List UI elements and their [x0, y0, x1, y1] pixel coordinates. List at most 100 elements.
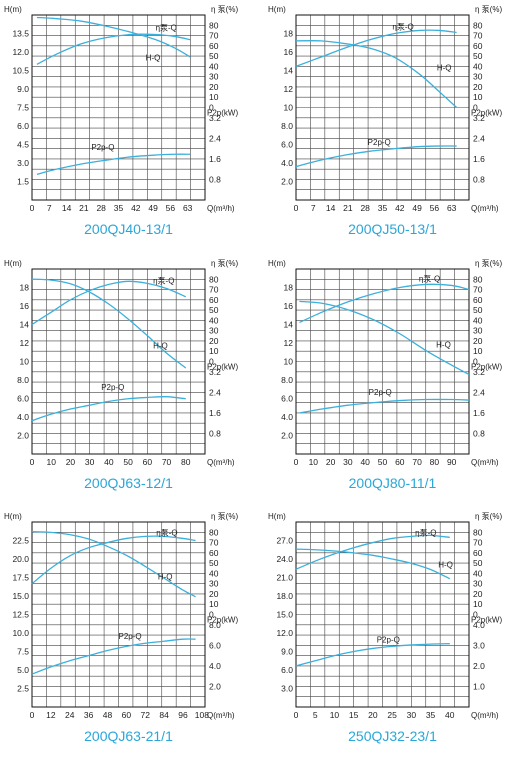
x-axis-label: Q(m³/h) — [207, 711, 235, 720]
y-tick-label-power: 0.8 — [209, 174, 221, 184]
x-tick-label: 10 — [46, 457, 56, 467]
plot-frame — [31, 521, 206, 708]
x-tick-label: 21 — [79, 203, 89, 213]
curve-label: H-Q — [153, 342, 168, 351]
y-tick-label-power: 1.6 — [473, 154, 485, 164]
x-tick-label: 0 — [30, 203, 35, 213]
x-tick-label: 14 — [62, 203, 72, 213]
x-tick-label: 60 — [143, 457, 153, 467]
x-tick-label: 20 — [326, 457, 336, 467]
y-tick-label-efficiency: 50 — [473, 51, 483, 61]
x-tick-label: 7 — [47, 203, 52, 213]
y-tick-label-head: 14 — [20, 320, 30, 330]
y-axis-label-head: H(m) — [4, 5, 22, 14]
y-axis-label-power: P2p(kW) — [207, 616, 238, 625]
series-line-head — [299, 300, 470, 376]
y-tick-label-head: 2.0 — [17, 431, 29, 441]
y-tick-label-efficiency: 30 — [209, 579, 219, 589]
x-tick-label: 63 — [183, 203, 193, 213]
y-tick-label-efficiency: 50 — [473, 558, 483, 568]
curve-label: H-Q — [437, 64, 452, 73]
y-tick-label-head: 16 — [284, 301, 294, 311]
series-line-power — [31, 638, 196, 675]
y-tick-label-head: 14 — [284, 320, 294, 330]
y-tick-label-head: 18 — [284, 29, 294, 39]
y-tick-label-head: 2.0 — [281, 431, 293, 441]
y-tick-label-power: 0.8 — [209, 428, 221, 438]
chart-2: H(m) η 泵(%) P2p(kW) Q(m³/h) 2.0 4.0 6.0 8.0 10 12… — [268, 5, 502, 237]
y-tick-label-efficiency: 30 — [209, 326, 219, 336]
x-axis-label: Q(m³/h) — [471, 711, 499, 720]
curve-label: η泵-Q — [156, 528, 177, 537]
x-tick-label: 60 — [395, 457, 405, 467]
y-tick-label-head: 13.5 — [12, 29, 29, 39]
chart-title: 200QJ80-11/1 — [349, 475, 437, 491]
y-tick-label-power: 1.6 — [209, 408, 221, 418]
y-tick-label-power: 6.0 — [209, 640, 221, 650]
y-tick-label-efficiency: 80 — [473, 274, 483, 284]
grid — [32, 269, 205, 454]
x-tick-label: 0 — [294, 457, 299, 467]
y-tick-label-efficiency: 0 — [473, 357, 478, 367]
y-tick-label-efficiency: 60 — [473, 295, 483, 305]
y-axis-label-power: P2p(kW) — [471, 109, 502, 118]
x-tick-label: 70 — [412, 457, 422, 467]
x-tick-label: 42 — [131, 203, 141, 213]
curve-label: η泵-Q — [419, 274, 440, 283]
curve-label: H-Q — [146, 54, 161, 63]
curve-label: P2p-Q — [101, 383, 124, 392]
y-tick-label-efficiency: 50 — [209, 305, 219, 315]
y-tick-label-efficiency: 10 — [209, 599, 219, 609]
series-line-head — [295, 548, 451, 580]
y-tick-label-efficiency: 80 — [473, 20, 483, 30]
y-tick-label-power: 3.2 — [473, 367, 485, 377]
y-tick-label-head: 6.0 — [17, 121, 29, 131]
x-tick-label: 70 — [162, 457, 172, 467]
y-tick-label-head: 10 — [284, 357, 294, 367]
y-tick-label-efficiency: 60 — [209, 41, 219, 51]
y-tick-label-efficiency: 70 — [473, 31, 483, 41]
y-tick-label-efficiency: 50 — [473, 305, 483, 315]
series-line-efficiency — [31, 535, 196, 585]
x-tick-label: 96 — [178, 710, 188, 720]
y-axis-label-head: H(m) — [268, 512, 286, 521]
y-tick-label-power: 4.0 — [209, 661, 221, 671]
y-tick-label-head: 6.0 — [281, 140, 293, 150]
chart-3: H(m) η 泵(%) P2p(kW) Q(m³/h) 2.0 4.0 6.0 8.0 10 12… — [4, 259, 238, 491]
x-tick-label: 30 — [85, 457, 95, 467]
curve-label: η泵-Q — [415, 528, 436, 537]
chart-5: H(m) η 泵(%) P2p(kW) Q(m³/h) 2.5 5.0 7.5 10.0 12.… — [4, 512, 238, 744]
y-tick-label-power: 3.2 — [209, 367, 221, 377]
y-tick-label-head: 10.5 — [12, 66, 29, 76]
series-line-efficiency — [295, 29, 457, 67]
y-tick-label-head: 27.0 — [276, 536, 293, 546]
chart-title: 200QJ40-13/1 — [84, 221, 173, 237]
y-tick-label-head: 16 — [20, 301, 30, 311]
series-line-efficiency — [299, 283, 470, 324]
y-tick-label-efficiency: 0 — [473, 103, 478, 113]
series-line-head — [31, 530, 196, 598]
y-tick-label-power: 2.4 — [473, 387, 485, 397]
y-tick-label-efficiency: 20 — [473, 589, 483, 599]
y-tick-label-head: 16 — [284, 47, 294, 57]
y-axis-label-efficiency: η 泵(%) — [211, 512, 238, 521]
x-tick-label: 56 — [166, 203, 176, 213]
y-tick-label-efficiency: 40 — [473, 315, 483, 325]
y-tick-label-head: 22.5 — [12, 536, 29, 546]
y-tick-label-efficiency: 50 — [209, 558, 219, 568]
curve-label: H-Q — [158, 573, 173, 582]
y-tick-label-power: 1.0 — [473, 681, 485, 691]
x-tick-label: 80 — [430, 457, 440, 467]
y-tick-label-efficiency: 30 — [473, 72, 483, 82]
y-tick-label-efficiency: 70 — [209, 31, 219, 41]
y-tick-label-efficiency: 20 — [209, 589, 219, 599]
x-tick-label: 49 — [148, 203, 158, 213]
plot-frame — [295, 14, 470, 201]
curve-label: H-Q — [438, 561, 453, 570]
y-tick-label-efficiency: 70 — [209, 285, 219, 295]
y-tick-label-head: 1.5 — [17, 177, 29, 187]
chart-title: 200QJ63-21/1 — [84, 728, 173, 744]
y-tick-label-efficiency: 70 — [473, 285, 483, 295]
y-tick-label-efficiency: 30 — [473, 579, 483, 589]
y-tick-label-efficiency: 0 — [473, 610, 478, 620]
